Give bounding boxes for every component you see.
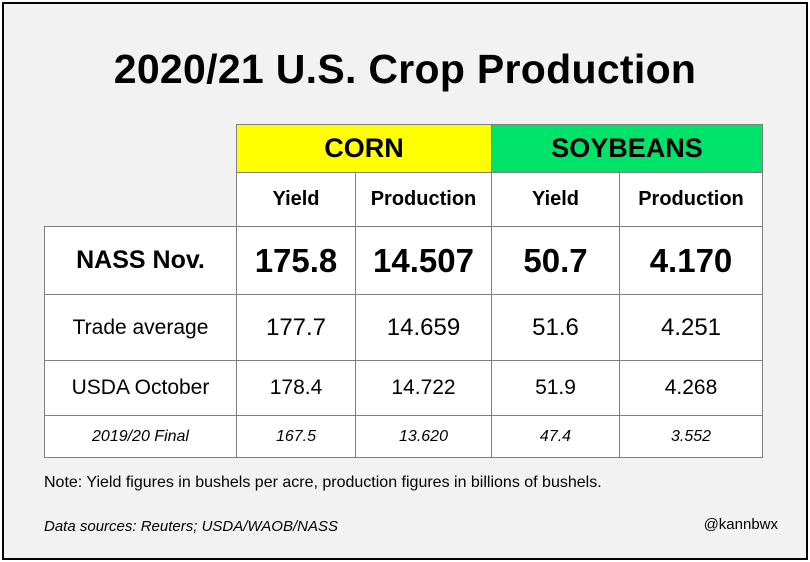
cell-soybeans-yield: 51.9 <box>491 360 620 416</box>
cell-soybeans-production: 4.170 <box>619 226 763 295</box>
column-header-corn-yield: Yield <box>236 172 356 227</box>
crop-table: CORN SOYBEANS Yield Production Yield Pro… <box>44 124 763 458</box>
cell-soybeans-yield: 51.6 <box>491 294 620 361</box>
row-label: 2019/20 Final <box>44 415 237 458</box>
cell-corn-yield: 175.8 <box>236 226 356 295</box>
footnote: Note: Yield figures in bushels per acre,… <box>44 474 602 491</box>
table-row-2019-20-final: 2019/20 Final 167.5 13.620 47.4 3.552 <box>44 415 763 458</box>
cell-soybeans-production: 4.251 <box>619 294 763 361</box>
column-header-corn-production: Production <box>355 172 492 227</box>
data-sources: Data sources: Reuters; USDA/WAOB/NASS <box>44 518 338 535</box>
cell-soybeans-production: 3.552 <box>619 415 763 458</box>
table-row-usda-october: USDA October 178.4 14.722 51.9 4.268 <box>44 360 763 416</box>
corner-cell <box>45 125 237 173</box>
cell-corn-production: 14.507 <box>355 226 492 295</box>
cell-corn-yield: 177.7 <box>236 294 356 361</box>
cell-corn-production: 14.659 <box>355 294 492 361</box>
cell-soybeans-yield: 47.4 <box>491 415 620 458</box>
row-label: USDA October <box>44 360 237 416</box>
cell-soybeans-yield: 50.7 <box>491 226 620 295</box>
corner-cell <box>45 173 237 227</box>
cell-corn-yield: 167.5 <box>236 415 356 458</box>
row-label: NASS Nov. <box>44 226 237 295</box>
author-handle: @kannbwx <box>703 516 778 533</box>
column-header-soybeans-yield: Yield <box>491 172 620 227</box>
cell-corn-production: 14.722 <box>355 360 492 416</box>
group-header-corn: CORN <box>236 124 492 173</box>
chart-title: 2020/21 U.S. Crop Production <box>113 46 697 92</box>
row-label: Trade average <box>44 294 237 361</box>
cell-corn-yield: 178.4 <box>236 360 356 416</box>
group-header-soybeans: SOYBEANS <box>491 124 763 173</box>
table-row-trade-average: Trade average 177.7 14.659 51.6 4.251 <box>44 294 763 361</box>
column-header-soybeans-production: Production <box>619 172 763 227</box>
cell-corn-production: 13.620 <box>355 415 492 458</box>
table-row-nass-nov: NASS Nov. 175.8 14.507 50.7 4.170 <box>44 226 763 295</box>
cell-soybeans-production: 4.268 <box>619 360 763 416</box>
